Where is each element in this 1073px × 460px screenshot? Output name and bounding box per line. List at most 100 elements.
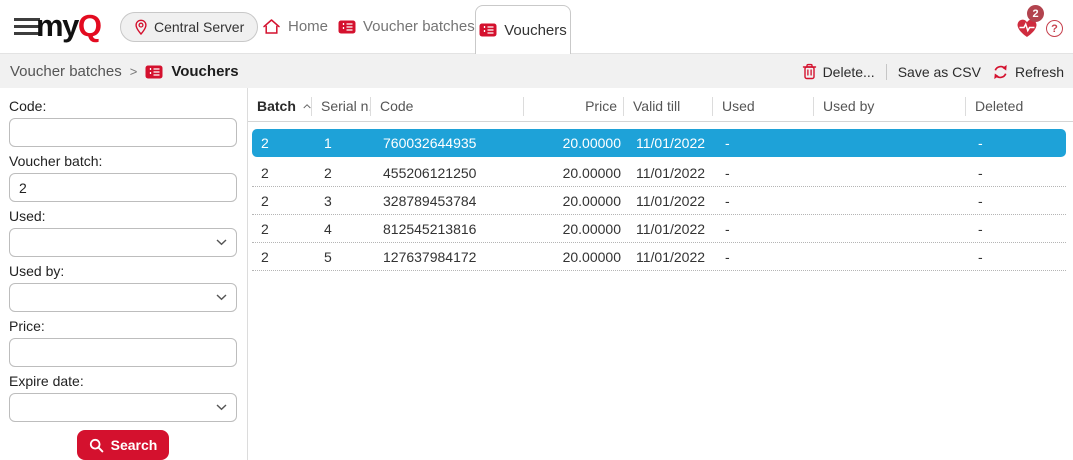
field-used: Used:: [9, 208, 237, 257]
code-label: Code:: [9, 98, 47, 114]
column-header-serial[interactable]: Serial n...: [311, 97, 370, 116]
breadcrumb-separator: >: [129, 64, 138, 79]
table-row[interactable]: 2 1 760032644935 20.00000 11/01/2022 - -: [252, 129, 1066, 157]
logo-my: my: [36, 8, 79, 43]
filter-sidebar: Code: Voucher batch: Used: Used by:: [0, 88, 248, 460]
myq-logo[interactable]: myQ: [36, 8, 102, 44]
field-code: Code:: [9, 98, 237, 147]
column-header-batch[interactable]: Batch: [248, 97, 311, 116]
cell-deleted: -: [978, 220, 983, 237]
cell-code: 127637984172: [383, 248, 477, 265]
cell-batch: 2: [261, 192, 269, 209]
table-header-row: Batch Serial n... Code Price Valid till …: [248, 92, 1073, 122]
field-voucher-batch: Voucher batch:: [9, 153, 237, 202]
save-as-csv-button[interactable]: Save as CSV: [898, 64, 981, 80]
cell-valid-till: 11/01/2022: [636, 248, 706, 265]
cell-batch: 2: [261, 248, 269, 265]
heart-pulse-icon: [1017, 19, 1037, 37]
cell-code: 328789453784: [383, 192, 477, 209]
cell-valid-till: 11/01/2022: [636, 220, 706, 237]
used-by-select[interactable]: [9, 283, 237, 312]
cell-valid-till: 11/01/2022: [636, 164, 706, 181]
column-header-code[interactable]: Code: [370, 97, 523, 116]
table-row[interactable]: 2 4 812545213816 20.00000 11/01/2022 - -: [252, 215, 1066, 243]
table-row[interactable]: 2 3 328789453784 20.00000 11/01/2022 - -: [252, 187, 1066, 215]
server-selector[interactable]: Central Server: [120, 12, 259, 42]
cell-code: 812545213816: [383, 220, 477, 237]
table-body: 2 1 760032644935 20.00000 11/01/2022 - -…: [248, 122, 1073, 271]
used-label: Used:: [9, 208, 46, 224]
cell-deleted: -: [978, 135, 983, 151]
refresh-button[interactable]: Refresh: [992, 64, 1064, 80]
cell-serial: 3: [324, 192, 332, 209]
location-pin-icon: [135, 19, 147, 35]
page-title: Vouchers: [171, 63, 239, 80]
delete-label: Delete...: [822, 63, 875, 80]
used-select[interactable]: [9, 228, 237, 257]
cell-price: 20.00000: [562, 135, 621, 151]
cell-code: 760032644935: [383, 135, 477, 151]
cell-batch: 2: [261, 220, 269, 237]
trash-icon: [802, 63, 816, 80]
sort-ascending-icon: [303, 104, 311, 109]
cell-deleted: -: [978, 248, 983, 265]
column-header-used[interactable]: Used: [712, 97, 813, 116]
subheader-bar: Voucher batches > Vouchers Delete... Sav…: [0, 53, 1073, 88]
search-button[interactable]: Search: [77, 430, 169, 460]
voucher-icon: [145, 65, 163, 78]
column-header-valid-till[interactable]: Valid till: [623, 97, 712, 116]
cell-used: -: [725, 164, 730, 181]
health-badge: 2: [1027, 5, 1044, 22]
field-used-by: Used by:: [9, 263, 237, 312]
tab-vouchers-label: Vouchers: [504, 21, 567, 39]
delete-button[interactable]: Delete...: [802, 63, 875, 80]
breadcrumb: Voucher batches > Vouchers: [10, 54, 239, 89]
voucher-batch-input[interactable]: [9, 173, 237, 202]
home-icon: [263, 19, 280, 34]
cell-valid-till: 11/01/2022: [636, 192, 706, 209]
search-icon: [89, 438, 103, 452]
column-header-price[interactable]: Price: [523, 97, 623, 116]
cell-used: -: [725, 248, 730, 265]
logo-q: Q: [77, 8, 102, 43]
column-header-deleted[interactable]: Deleted: [965, 97, 1073, 116]
toolbar: Delete... Save as CSV Refresh: [802, 54, 1064, 89]
used-by-label: Used by:: [9, 263, 65, 279]
price-input[interactable]: [9, 338, 237, 367]
price-label: Price:: [9, 318, 45, 334]
table-row[interactable]: 2 2 455206121250 20.00000 11/01/2022 - -: [252, 159, 1066, 187]
menu-icon[interactable]: [14, 18, 40, 36]
code-input[interactable]: [9, 118, 237, 147]
system-health-icon[interactable]: 2: [1015, 5, 1044, 41]
expire-date-label: Expire date:: [9, 373, 84, 389]
expire-date-select[interactable]: [9, 393, 237, 422]
cell-used: -: [725, 135, 730, 151]
server-label: Central Server: [154, 19, 245, 35]
table-row[interactable]: 2 5 127637984172 20.00000 11/01/2022 - -: [252, 243, 1066, 271]
cell-deleted: -: [978, 164, 983, 181]
cell-serial: 2: [324, 164, 332, 181]
refresh-icon: [994, 64, 1007, 79]
refresh-label: Refresh: [1014, 63, 1064, 80]
nav-voucher-batches[interactable]: Voucher batches: [338, 0, 475, 53]
nav-home[interactable]: Home: [262, 0, 328, 53]
cell-price: 20.00000: [562, 248, 621, 265]
top-bar: myQ Central Server Home Voucher batches …: [0, 0, 1073, 54]
cell-code: 455206121250: [383, 164, 477, 181]
breadcrumb-parent[interactable]: Voucher batches: [10, 63, 122, 80]
help-icon[interactable]: ?: [1046, 20, 1063, 37]
cell-batch: 2: [261, 164, 269, 181]
tab-vouchers[interactable]: Vouchers: [475, 5, 571, 54]
search-button-label: Search: [110, 437, 158, 453]
cell-price: 20.00000: [562, 192, 621, 209]
save-csv-label: Save as CSV: [897, 63, 981, 80]
cell-price: 20.00000: [562, 220, 621, 237]
vouchers-table: Batch Serial n... Code Price Valid till …: [248, 88, 1073, 460]
cell-price: 20.00000: [562, 164, 621, 181]
toolbar-divider: [885, 63, 887, 80]
voucher-icon: [338, 20, 356, 33]
cell-serial: 5: [324, 248, 332, 265]
cell-deleted: -: [978, 192, 983, 209]
column-header-used-by[interactable]: Used by: [813, 97, 965, 116]
cell-serial: 1: [324, 135, 332, 151]
